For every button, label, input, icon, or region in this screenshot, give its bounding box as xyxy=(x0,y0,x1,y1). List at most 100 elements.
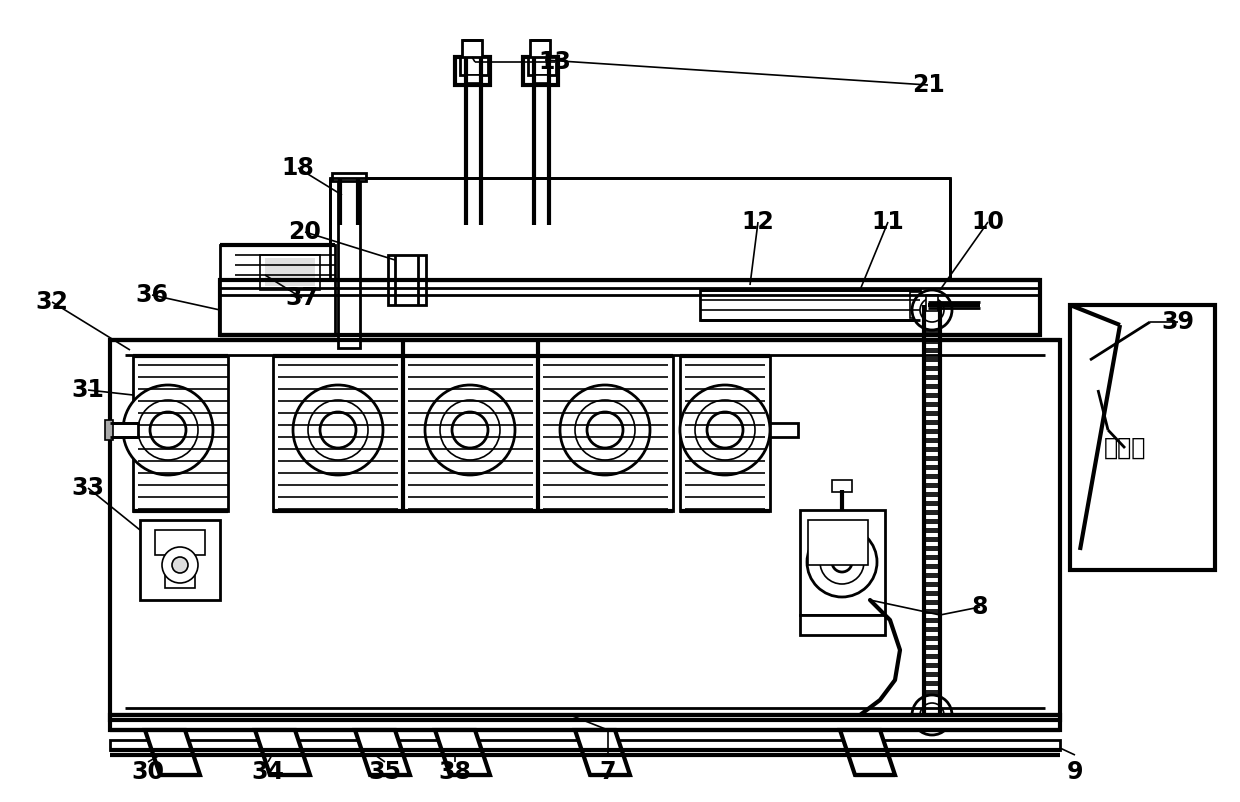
Bar xyxy=(133,356,228,511)
Bar xyxy=(925,339,939,344)
Circle shape xyxy=(832,552,852,572)
Bar xyxy=(925,348,939,353)
Circle shape xyxy=(138,400,198,460)
Text: 33: 33 xyxy=(72,476,104,500)
Text: 8: 8 xyxy=(972,595,988,619)
Bar xyxy=(925,312,939,317)
Bar xyxy=(460,57,489,75)
Bar xyxy=(770,423,799,437)
Text: 35: 35 xyxy=(368,760,402,784)
Bar xyxy=(925,402,939,407)
Text: 39: 39 xyxy=(1162,310,1194,334)
Text: 10: 10 xyxy=(972,210,1004,234)
Bar xyxy=(925,438,939,443)
Bar xyxy=(1070,305,1215,570)
Circle shape xyxy=(293,385,383,475)
Circle shape xyxy=(920,703,944,727)
Bar xyxy=(925,609,939,614)
Text: 9: 9 xyxy=(1066,760,1084,784)
Bar xyxy=(925,636,939,641)
Circle shape xyxy=(587,412,622,448)
Bar xyxy=(680,356,770,511)
Bar xyxy=(925,321,939,326)
Bar xyxy=(925,519,939,524)
Bar xyxy=(110,340,1060,720)
Text: 11: 11 xyxy=(872,210,904,234)
Bar xyxy=(925,465,939,470)
Bar xyxy=(910,292,928,318)
Circle shape xyxy=(320,412,356,448)
Polygon shape xyxy=(435,730,490,775)
Bar xyxy=(925,564,939,569)
Bar xyxy=(528,57,556,75)
Bar xyxy=(110,715,1060,730)
Bar xyxy=(339,178,360,348)
Circle shape xyxy=(920,298,944,322)
Bar xyxy=(925,483,939,488)
Bar xyxy=(925,366,939,371)
Bar xyxy=(925,663,939,668)
Bar xyxy=(529,40,551,58)
Bar xyxy=(925,591,939,596)
Bar xyxy=(925,393,939,398)
Bar xyxy=(110,423,138,437)
Bar xyxy=(925,420,939,425)
Bar xyxy=(925,537,939,542)
Bar xyxy=(332,173,366,181)
Bar xyxy=(925,699,939,704)
Text: 7: 7 xyxy=(600,760,616,784)
Circle shape xyxy=(820,540,864,584)
Circle shape xyxy=(162,547,198,583)
Circle shape xyxy=(440,400,500,460)
Bar xyxy=(523,57,558,85)
Text: 31: 31 xyxy=(72,378,104,402)
Bar xyxy=(701,290,920,320)
Bar xyxy=(538,356,673,511)
Bar xyxy=(925,708,939,713)
Bar xyxy=(219,280,1040,335)
Text: 12: 12 xyxy=(742,210,774,234)
Text: 13: 13 xyxy=(538,50,572,74)
Polygon shape xyxy=(145,730,200,775)
Circle shape xyxy=(807,527,877,597)
Circle shape xyxy=(425,385,515,475)
Circle shape xyxy=(911,695,952,735)
Bar xyxy=(140,520,219,600)
Bar xyxy=(800,510,885,615)
Bar xyxy=(925,357,939,362)
Bar xyxy=(110,740,1060,750)
Bar xyxy=(330,178,950,280)
Bar xyxy=(925,375,939,380)
Text: 21: 21 xyxy=(911,73,945,97)
Polygon shape xyxy=(839,730,895,775)
Bar xyxy=(925,681,939,686)
Polygon shape xyxy=(575,730,630,775)
Circle shape xyxy=(680,385,770,475)
Bar xyxy=(388,255,427,305)
Circle shape xyxy=(308,400,368,460)
Bar xyxy=(925,690,939,695)
Circle shape xyxy=(150,412,186,448)
Bar xyxy=(925,546,939,551)
Bar xyxy=(105,420,113,440)
Circle shape xyxy=(707,412,743,448)
Polygon shape xyxy=(255,730,310,775)
Bar xyxy=(455,57,490,85)
Text: 32: 32 xyxy=(36,290,68,314)
Circle shape xyxy=(575,400,635,460)
Bar xyxy=(925,573,939,578)
Bar xyxy=(925,384,939,389)
Bar xyxy=(926,295,937,311)
Bar xyxy=(155,530,205,555)
Bar xyxy=(219,245,335,335)
Bar xyxy=(925,627,939,632)
Bar xyxy=(925,492,939,497)
Circle shape xyxy=(123,385,213,475)
Bar xyxy=(463,40,482,58)
Bar xyxy=(925,474,939,479)
Text: 38: 38 xyxy=(439,760,471,784)
Text: 20: 20 xyxy=(289,220,321,244)
Text: 36: 36 xyxy=(135,283,169,307)
Bar xyxy=(265,258,315,286)
Bar xyxy=(925,411,939,416)
